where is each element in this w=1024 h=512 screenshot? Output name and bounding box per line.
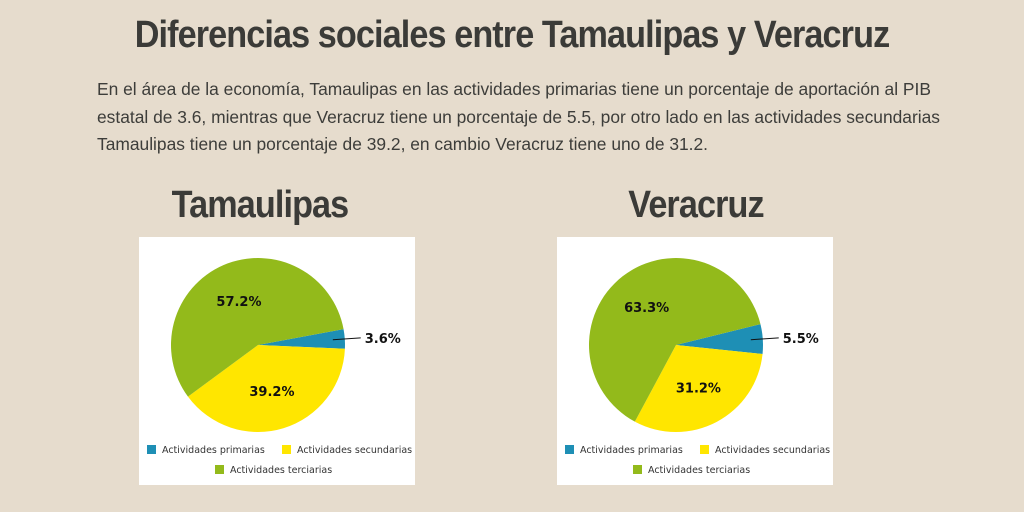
legend-item-primarias: Actividades primarias — [565, 445, 683, 456]
leader-line-primarias — [750, 337, 779, 341]
legend-swatch-primarias — [147, 445, 156, 454]
pie-slice-primarias — [258, 329, 345, 349]
legend-item-terciarias: Actividades terciarias — [215, 465, 332, 476]
data-label-terciarias: 57.2% — [216, 295, 261, 310]
legend-item-terciarias: Actividades terciarias — [633, 465, 750, 476]
pie-slice-secundarias — [187, 345, 345, 432]
legend-item-primarias: Actividades primarias — [147, 445, 265, 456]
data-label-secundarias: 31.2% — [676, 381, 721, 396]
legend-swatch-terciarias — [633, 465, 642, 474]
chart-title-veracruz: Veracruz — [628, 184, 764, 226]
legend-label-secundarias: Actividades secundarias — [297, 445, 413, 456]
legend-swatch-secundarias — [700, 445, 709, 454]
legend-label-secundarias: Actividades secundarias — [715, 445, 831, 456]
data-label-secundarias: 39.2% — [249, 385, 294, 400]
chart-title-tamaulipas: Tamaulipas — [171, 184, 350, 226]
page-title: Diferencias sociales entre Tamaulipas y … — [134, 14, 890, 56]
legend-item-secundarias: Actividades secundarias — [700, 445, 830, 456]
pie-chart-tamaulipas: 3.6% 39.2% 57.2% Actividades primarias Act… — [139, 237, 415, 485]
legend-label-terciarias: Actividades terciarias — [230, 465, 333, 476]
data-label-primarias: 3.6% — [365, 332, 401, 347]
pie-slice-primarias — [676, 324, 763, 354]
legend-label-primarias: Actividades primarias — [162, 445, 265, 456]
pie-slice-terciarias — [170, 258, 344, 397]
data-label-terciarias: 63.3% — [624, 301, 669, 316]
legend-label-primarias: Actividades primarias — [580, 445, 683, 456]
description-text: En el área de la economía, Tamaulipas en… — [97, 79, 941, 154]
pie-chart-veracruz: 5.5% 31.2% 63.3% Actividades primarias Act… — [557, 237, 833, 485]
legend-item-secundarias: Actividades secundarias — [282, 445, 412, 456]
legend-swatch-terciarias — [215, 465, 224, 474]
pie-slice-secundarias — [634, 345, 763, 432]
pie-svg-veracruz: 5.5% 31.2% 63.3% — [589, 258, 819, 432]
pie-svg-tamaulipas: 3.6% 39.2% 57.2% — [170, 258, 401, 432]
pie-slice-terciarias — [589, 258, 761, 422]
legend-label-terciarias: Actividades terciarias — [648, 465, 751, 476]
leader-line-primarias — [332, 337, 361, 341]
legend-swatch-secundarias — [282, 445, 291, 454]
legend-swatch-primarias — [565, 445, 574, 454]
data-label-primarias: 5.5% — [783, 332, 819, 347]
